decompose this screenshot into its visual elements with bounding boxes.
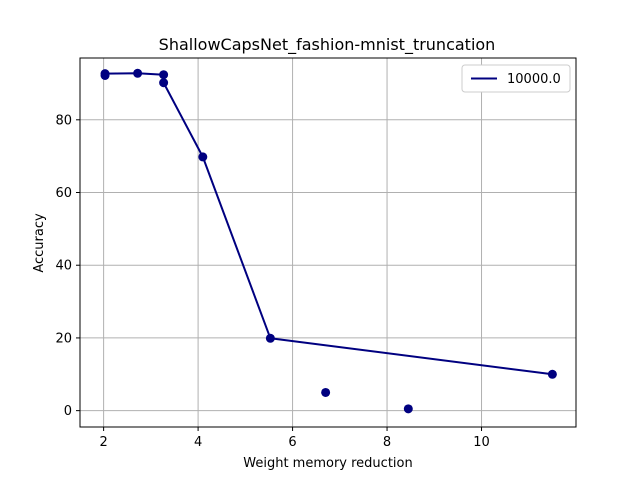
y-tick-label: 60 (55, 186, 72, 201)
y-axis: 0 20 40 60 80 (55, 113, 80, 419)
y-tick-label: 80 (55, 113, 72, 128)
plot-area (100, 68, 557, 414)
x-tick-label: 6 (288, 435, 296, 450)
y-tick-label: 40 (55, 259, 72, 274)
data-point (159, 78, 169, 88)
x-tick-label: 4 (194, 435, 202, 450)
data-point (100, 70, 110, 80)
x-axis-label: Weight memory reduction (243, 456, 412, 471)
data-point (198, 152, 208, 162)
legend-label: 10000.0 (507, 72, 561, 87)
x-axis: 2 4 6 8 10 (99, 427, 490, 450)
data-point (403, 404, 413, 414)
legend: 10000.0 (461, 64, 571, 93)
data-point (547, 369, 557, 379)
data-point (133, 68, 143, 78)
legend-box (461, 64, 571, 93)
x-tick-label: 2 (99, 435, 107, 450)
data-point (321, 387, 331, 397)
data-point (265, 333, 275, 343)
grid (80, 58, 576, 427)
x-tick-label: 10 (473, 435, 490, 450)
axes-frame (79, 57, 577, 428)
x-tick-label: 8 (383, 435, 391, 450)
chart-title: ShallowCapsNet_fashion-mnist_truncation (159, 35, 496, 55)
y-axis-label: Accuracy (32, 213, 47, 273)
y-tick-label: 0 (64, 404, 72, 419)
data-point (159, 70, 169, 80)
y-tick-label: 20 (55, 331, 72, 346)
